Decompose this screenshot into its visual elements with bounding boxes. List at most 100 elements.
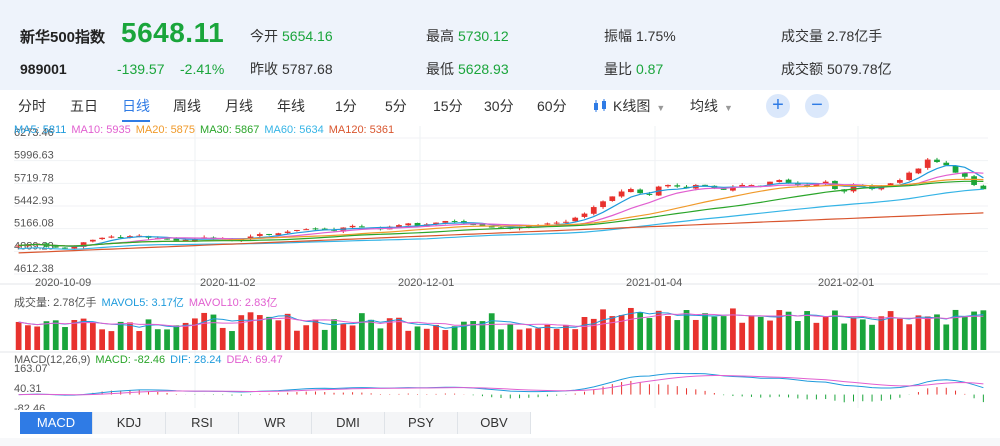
price-axis-label: 5166.08 [14, 218, 54, 230]
volume-bar [572, 329, 579, 350]
candle-body [321, 228, 328, 230]
candle-body [108, 236, 115, 238]
price-change-percent: -2.41% [180, 61, 225, 77]
candle-body [600, 201, 606, 208]
zoom-out-button[interactable]: − [805, 94, 829, 118]
indicator-tab-rsi[interactable]: RSI [166, 412, 239, 434]
candlestick-icon [594, 99, 606, 112]
price-axis-label: 4612.38 [14, 263, 54, 275]
quote-header: 新华500指数 989001 5648.11 -139.57 -2.41% 今开… [0, 0, 1000, 90]
volume-bar [192, 318, 198, 350]
volume-bar [25, 325, 31, 350]
volume-bar [34, 326, 41, 350]
volume-bar [665, 316, 671, 350]
volume-bar [618, 315, 625, 350]
volume-bar [739, 322, 746, 350]
indicator-tab-psy[interactable]: PSY [385, 412, 458, 434]
indicator-tab-macd[interactable]: MACD [20, 412, 93, 434]
macd-axis-label: 40.31 [14, 383, 42, 395]
volume-bar [433, 324, 439, 350]
volume-bar [414, 326, 421, 350]
tab-yearly[interactable]: 年线 [277, 98, 305, 114]
tab-5min[interactable]: 5分 [385, 98, 407, 114]
indicator-tab-kdj[interactable]: KDJ [93, 412, 166, 434]
indicator-tab-dmi[interactable]: DMI [312, 412, 385, 434]
candle-body [312, 228, 319, 230]
candle-body [683, 186, 690, 189]
volume-bar [785, 311, 792, 350]
tab-1min[interactable]: 1分 [335, 98, 357, 114]
candle-body [294, 229, 300, 231]
tab-15min[interactable]: 15分 [433, 98, 463, 114]
volume-bar [266, 316, 272, 350]
volume-bar [43, 321, 50, 350]
candle-body [850, 184, 857, 192]
chevron-down-icon: ▼ [724, 103, 733, 113]
volume-bar [349, 325, 356, 350]
current-price: 5648.11 [121, 17, 225, 48]
volume-bar [646, 318, 653, 350]
tab-daily[interactable]: 日线 [122, 96, 150, 122]
kline-type-dropdown[interactable]: K线图 ▼ [593, 96, 665, 116]
candle-body [303, 229, 310, 231]
volume-bar [423, 328, 430, 350]
volume-bar [52, 320, 59, 350]
volume-bar [219, 327, 226, 350]
dif-line [18, 372, 984, 396]
ma-dropdown[interactable]: 均线 ▼ [690, 98, 733, 114]
candle-body [256, 234, 263, 236]
date-axis-label: 2020-12-01 [398, 277, 454, 289]
candle-body [943, 162, 950, 166]
ma30-legend: MA30: 5867 [200, 124, 260, 136]
tab-30min[interactable]: 30分 [484, 98, 514, 114]
candle-body [590, 207, 597, 214]
candle-body [433, 222, 439, 225]
volume-bar [674, 320, 681, 350]
candle-body [897, 180, 903, 183]
tab-weekly[interactable]: 周线 [173, 98, 201, 114]
candle-body [544, 223, 551, 225]
macd-value: MACD: -82.46 [95, 354, 166, 366]
candle-body [275, 233, 282, 236]
volume-bar [581, 317, 588, 350]
candle-body [748, 184, 755, 186]
ma-legend: MA5: 5811 MA10: 5935 MA20: 5875 MA30: 5867 M… [14, 124, 399, 136]
volume-bar [89, 321, 96, 350]
candle-body [80, 242, 87, 247]
volume-bar [386, 318, 393, 350]
ma120-line [18, 212, 984, 254]
date-axis-label: 2020-11-02 [200, 277, 255, 289]
volume-bar [980, 310, 987, 350]
candle-body [62, 247, 68, 249]
candle-body [804, 185, 810, 187]
volume-bar [182, 322, 189, 350]
indicator-tab-obv[interactable]: OBV [458, 412, 531, 434]
volume-bar [813, 322, 820, 350]
candle-body [609, 196, 616, 201]
candle-body [794, 183, 801, 185]
candle-body [451, 221, 458, 223]
date-axis-label: 2021-01-04 [626, 277, 682, 289]
volume-label: 成交量: 2.78亿手 [14, 297, 97, 309]
candle-body [89, 239, 96, 242]
volume-bar [525, 328, 532, 350]
candle-body [173, 238, 180, 241]
period-tabs: 分时 五日 日线 周线 月线 年线 1分 5分 15分 30分 60分 K线图 ▼… [0, 90, 1000, 124]
mavol10-legend: MAVOL10: 2.83亿 [188, 297, 278, 309]
indicator-tab-wr[interactable]: WR [239, 412, 312, 434]
candle-body [553, 222, 560, 224]
volume-bar [748, 315, 755, 350]
tab-five-day[interactable]: 五日 [70, 98, 98, 114]
tab-fenshi[interactable]: 分时 [18, 98, 46, 114]
tab-60min[interactable]: 60分 [537, 98, 567, 114]
tab-monthly[interactable]: 月线 [225, 98, 253, 114]
volume-bar [516, 329, 523, 350]
zoom-in-button[interactable]: + [766, 94, 790, 118]
ma10-line [18, 171, 984, 247]
volume-bar [377, 328, 384, 350]
volume-bar [99, 329, 105, 350]
volume-bar [952, 309, 959, 350]
candle-body [358, 226, 365, 228]
candle-body [572, 217, 579, 222]
volume-bar [878, 316, 885, 350]
